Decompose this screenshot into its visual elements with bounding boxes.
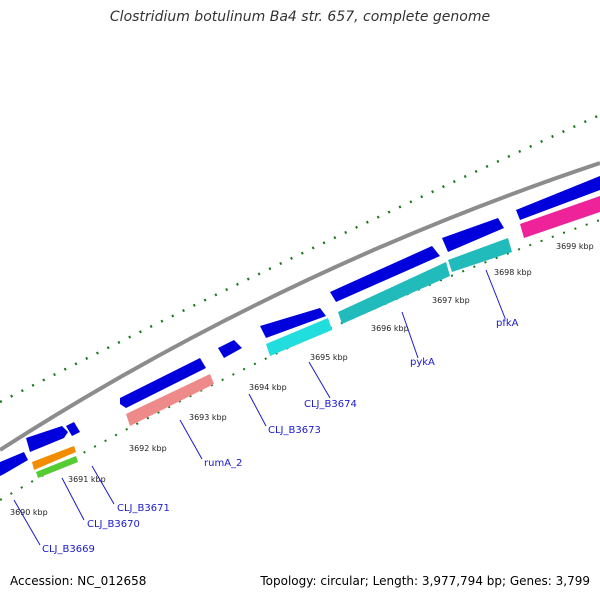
kbp-tick-label: 3691 kbp xyxy=(68,475,106,484)
gene-leader-line xyxy=(61,477,85,521)
gene-leader-line xyxy=(91,465,115,505)
gene-feature-8 xyxy=(516,176,600,220)
gene-feature-3 xyxy=(120,358,206,408)
genome-summary: Topology: circular; Length: 3,977,794 bp… xyxy=(260,574,590,588)
gene-feature-12 xyxy=(266,318,332,356)
kbp-tick-label: 3693 kbp xyxy=(189,413,227,422)
gene-feature-11 xyxy=(126,374,214,426)
gene-name-label[interactable]: pykA xyxy=(410,357,435,368)
gene-feature-15 xyxy=(520,196,600,238)
gene-feature-14 xyxy=(448,238,512,272)
inner-tick-arc xyxy=(0,219,600,501)
gene-feature-1 xyxy=(26,426,68,452)
genome-backbone xyxy=(0,161,600,452)
gene-leader-line xyxy=(179,419,203,460)
gene-feature-6 xyxy=(330,246,440,302)
gene-leader-line xyxy=(401,311,419,359)
genome-title: Clostridium botulinum Ba4 str. 657, comp… xyxy=(109,9,491,25)
kbp-tick-label: 3699 kbp xyxy=(556,242,594,251)
gene-leader-line xyxy=(13,499,41,546)
gene-name-label[interactable]: CLJ_B3674 xyxy=(304,399,357,410)
gene-feature-10 xyxy=(36,456,78,478)
outer-tick-arc xyxy=(0,113,600,404)
kbp-tick-label: 3692 kbp xyxy=(129,444,167,453)
gene-feature-0 xyxy=(0,452,28,476)
gene-leader-line xyxy=(485,269,506,319)
gene-name-label[interactable]: pfkA xyxy=(496,318,519,329)
gene-leader-line xyxy=(248,393,267,427)
gene-feature-2 xyxy=(66,422,80,436)
gene-feature-13 xyxy=(338,262,450,324)
kbp-tick-label: 3696 kbp xyxy=(371,324,409,333)
gene-feature-9 xyxy=(32,446,76,470)
gene-name-label[interactable]: CLJ_B3670 xyxy=(87,519,140,530)
kbp-tick-label: 3690 kbp xyxy=(10,508,48,517)
accession-label: Accession: NC_012658 xyxy=(10,574,147,588)
kbp-tick-label: 3695 kbp xyxy=(310,353,348,362)
gene-name-label[interactable]: CLJ_B3673 xyxy=(268,425,321,436)
gene-feature-7 xyxy=(442,218,504,252)
gene-name-label[interactable]: CLJ_B3671 xyxy=(117,503,170,514)
gene-name-label[interactable]: CLJ_B3669 xyxy=(42,544,95,555)
kbp-tick-label: 3698 kbp xyxy=(494,268,532,277)
gene-name-label[interactable]: rumA_2 xyxy=(204,458,242,469)
gene-feature-4 xyxy=(218,340,242,358)
kbp-tick-label: 3697 kbp xyxy=(432,296,470,305)
gene-feature-5 xyxy=(260,308,326,338)
gene-leader-line xyxy=(308,361,331,399)
kbp-tick-label: 3694 kbp xyxy=(249,383,287,392)
